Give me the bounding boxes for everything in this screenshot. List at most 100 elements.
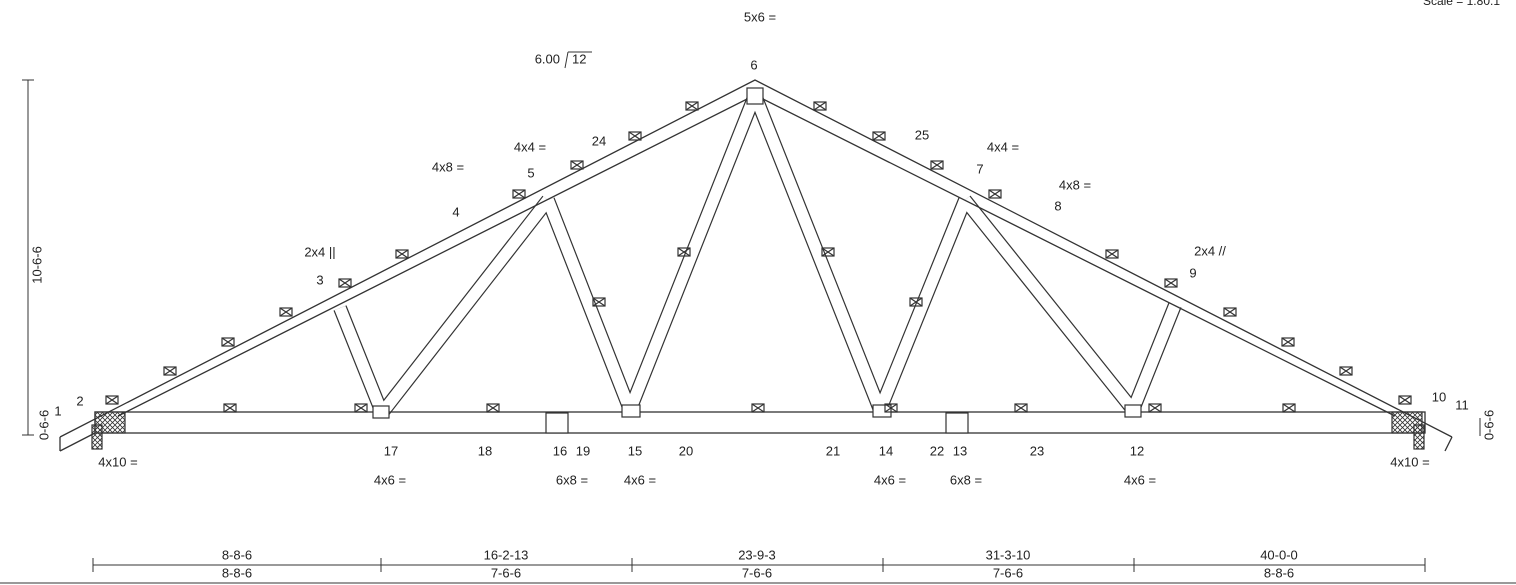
- stamp: [570, 160, 584, 170]
- stamp-cross: [486, 403, 500, 413]
- stamp-box: [486, 403, 500, 413]
- stamp-cross: [751, 403, 765, 413]
- stamp-cross: [223, 403, 237, 413]
- stamp-cross: [570, 160, 584, 170]
- stamp: [1105, 249, 1119, 259]
- stamp-cross: [628, 131, 642, 141]
- stamp-cross: [677, 247, 691, 257]
- stamp: [628, 131, 642, 141]
- stamp: [909, 297, 923, 307]
- stamp-cross: [221, 337, 235, 347]
- stamp: [1339, 366, 1353, 376]
- stamp-cross: [909, 297, 923, 307]
- stamp-cross: [395, 249, 409, 259]
- stamp-box: [1339, 366, 1353, 376]
- plate-label: 4x8 =: [1059, 177, 1091, 192]
- plate-label: 4x6 =: [374, 472, 406, 487]
- stamp-box: [512, 189, 526, 199]
- heel-dim: 0-6-6: [1481, 410, 1496, 440]
- panel-dim: 7-6-6: [742, 565, 772, 580]
- stamp-box: [677, 247, 691, 257]
- node-number: 22: [930, 443, 944, 458]
- stamp: [512, 189, 526, 199]
- plate-label: 6x8 =: [556, 472, 588, 487]
- stamp-cross: [338, 278, 352, 288]
- stamp: [677, 247, 691, 257]
- node-number: 8: [1054, 198, 1061, 213]
- stamp-cross: [1148, 403, 1162, 413]
- stamp-box: [1148, 403, 1162, 413]
- node-number: 5: [527, 165, 534, 180]
- stamp-cross: [884, 403, 898, 413]
- stamp-box: [221, 337, 235, 347]
- stamp-box: [930, 160, 944, 170]
- panel-dim: 8-8-6: [222, 565, 252, 580]
- stamp-box: [685, 101, 699, 111]
- plate-label: 4x6 =: [874, 472, 906, 487]
- stamp: [1223, 307, 1237, 317]
- cumulative-dim: 16-2-13: [484, 547, 529, 562]
- stamp: [685, 101, 699, 111]
- stamp: [821, 247, 835, 257]
- stamp: [1281, 337, 1295, 347]
- stamp-cross: [1339, 366, 1353, 376]
- stamp: [1148, 403, 1162, 413]
- stamp-box: [570, 160, 584, 170]
- panel-dim: 7-6-6: [491, 565, 521, 580]
- node-number: 2: [76, 393, 83, 408]
- plate-label: 4x6 =: [1124, 472, 1156, 487]
- stamp-box: [1164, 278, 1178, 288]
- pitch-run: 12: [572, 51, 586, 66]
- stamp-cross: [512, 189, 526, 199]
- cumulative-dim: 23-9-3: [738, 547, 776, 562]
- stamp-cross: [1282, 403, 1296, 413]
- node-number: 20: [679, 443, 693, 458]
- panel-dim: 8-8-6: [1264, 565, 1294, 580]
- plates: [91, 87, 1425, 450]
- stamp: [338, 278, 352, 288]
- stamp-box: [988, 189, 1002, 199]
- stamp-box: [1014, 403, 1028, 413]
- stamp-box: [884, 403, 898, 413]
- stamp-cross: [592, 297, 606, 307]
- stamp: [221, 337, 235, 347]
- stamp: [105, 395, 119, 405]
- chords: [59, 79, 1453, 452]
- cumulative-dim: 8-8-6: [222, 547, 252, 562]
- stamp-box: [395, 249, 409, 259]
- node-number: 24: [592, 133, 606, 148]
- node-number: 7: [976, 161, 983, 176]
- cumulative-dim: 40-0-0: [1260, 547, 1298, 562]
- stamp-cross: [1398, 395, 1412, 405]
- node-number: 1: [54, 403, 61, 418]
- stamp-box: [628, 131, 642, 141]
- node-number: 13: [953, 443, 967, 458]
- node-number: 25: [915, 127, 929, 142]
- plate-label: 5x6 =: [744, 9, 776, 24]
- stamp-box: [872, 131, 886, 141]
- stamp: [395, 249, 409, 259]
- plate-label: 6x8 =: [950, 472, 982, 487]
- stamp-box: [163, 366, 177, 376]
- plate-label: 4x8 =: [432, 159, 464, 174]
- stamp: [930, 160, 944, 170]
- stamp-box: [105, 395, 119, 405]
- stamp-cross: [1281, 337, 1295, 347]
- stamp: [872, 131, 886, 141]
- dimension-lines: [0, 51, 1516, 584]
- node-number: 14: [879, 443, 893, 458]
- stamp-cross: [685, 101, 699, 111]
- cumulative-dim: 31-3-10: [986, 547, 1031, 562]
- stamp-cross: [1105, 249, 1119, 259]
- node-number: 18: [478, 443, 492, 458]
- stamp-cross: [105, 395, 119, 405]
- plate-label: 4x10 =: [98, 454, 137, 469]
- stamp-cross: [988, 189, 1002, 199]
- stamp: [1398, 395, 1412, 405]
- node-number: 12: [1130, 443, 1144, 458]
- stamp-cross: [930, 160, 944, 170]
- stamp: [1282, 403, 1296, 413]
- stamp: [354, 403, 368, 413]
- plate-label: 4x10 =: [1390, 454, 1429, 469]
